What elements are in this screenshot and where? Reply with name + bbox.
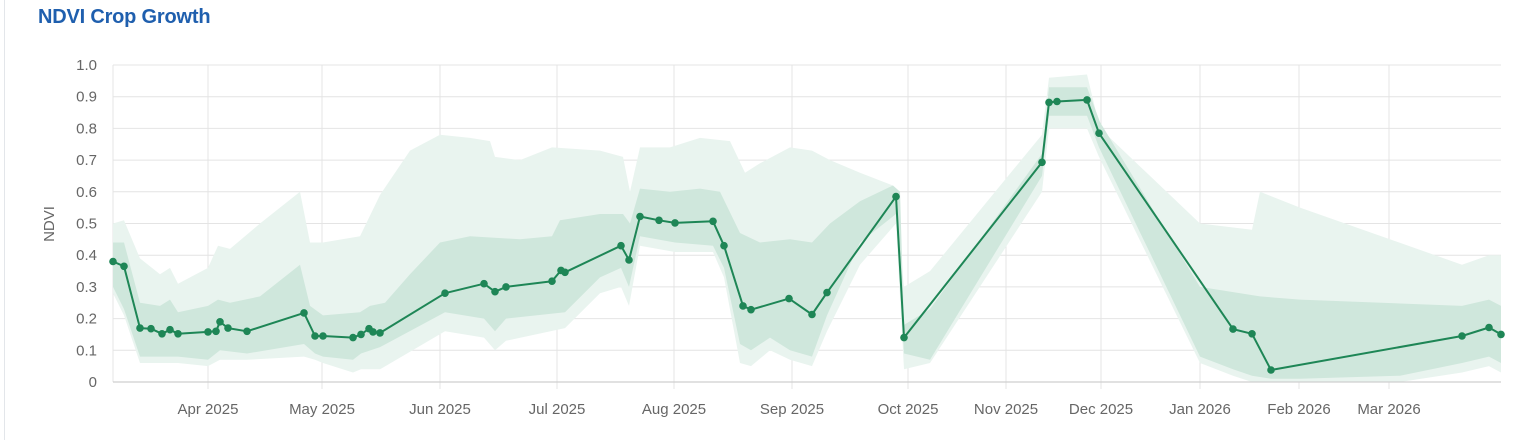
data-point[interactable] (1458, 332, 1466, 340)
data-point[interactable] (216, 318, 224, 326)
data-point[interactable] (349, 333, 357, 342)
confidence-bands (113, 74, 1501, 382)
y-tick-label: 0.5 (76, 216, 97, 233)
data-point[interactable] (136, 324, 144, 332)
data-point[interactable] (808, 310, 816, 319)
data-point[interactable] (1267, 366, 1275, 374)
data-point[interactable] (319, 332, 327, 340)
data-point[interactable] (823, 288, 831, 297)
data-point[interactable] (311, 332, 319, 340)
data-point[interactable] (900, 333, 908, 342)
data-point[interactable] (491, 287, 499, 296)
y-tick-label: 1.0 (76, 57, 97, 74)
x-tick-label: Jan 2026 (1169, 401, 1231, 418)
data-point[interactable] (1497, 330, 1505, 339)
x-tick-label: Apr 2025 (178, 401, 239, 418)
y-tick-label: 0.4 (76, 247, 97, 264)
data-point[interactable] (1045, 98, 1053, 107)
data-point[interactable] (224, 324, 232, 332)
data-point[interactable] (243, 327, 251, 336)
x-tick-label: Dec 2025 (1069, 401, 1133, 418)
data-point[interactable] (502, 283, 510, 291)
data-point[interactable] (376, 329, 384, 337)
y-tick-label: 0.8 (76, 120, 97, 137)
data-point[interactable] (636, 212, 644, 221)
x-tick-label: Mar 2026 (1357, 401, 1420, 418)
y-tick-label: 0.2 (76, 311, 97, 328)
data-point[interactable] (204, 328, 212, 336)
data-point[interactable] (441, 289, 449, 298)
y-tick-label: 0.3 (76, 279, 97, 296)
data-point[interactable] (369, 328, 377, 336)
data-point[interactable] (212, 327, 220, 336)
data-point[interactable] (747, 305, 755, 314)
inner-band (113, 87, 1501, 379)
data-point[interactable] (720, 241, 728, 250)
y-tick-label: 0.9 (76, 89, 97, 106)
data-point[interactable] (561, 268, 569, 277)
data-point[interactable] (300, 309, 308, 317)
axes: 0 0.1 0.2 0.3 0.4 0.5 0.6 0.7 0.8 0.9 1.0 Apr 2025 M… (76, 57, 1501, 418)
data-point[interactable] (1485, 323, 1493, 332)
data-point[interactable] (625, 256, 633, 264)
y-tick-label: 0.7 (76, 152, 97, 169)
data-point[interactable] (548, 277, 556, 286)
x-tick-label: Sep 2025 (760, 401, 824, 418)
data-point[interactable] (120, 262, 128, 271)
x-tick-label: Nov 2025 (974, 401, 1038, 418)
data-point[interactable] (617, 241, 625, 250)
data-point[interactable] (357, 330, 365, 339)
data-point[interactable] (1038, 158, 1046, 167)
x-tick-label: Jul 2025 (529, 401, 586, 418)
data-point[interactable] (739, 302, 747, 310)
data-point[interactable] (480, 279, 488, 288)
y-tick-label: 0.6 (76, 184, 97, 201)
y-tick-label: 0.1 (76, 342, 97, 359)
y-tick-label: 0 (89, 374, 97, 391)
data-point[interactable] (174, 330, 182, 338)
data-point[interactable] (158, 330, 166, 338)
y-axis-label: NDVI (41, 206, 58, 242)
data-point[interactable] (166, 325, 174, 334)
data-point[interactable] (1095, 129, 1103, 137)
x-tick-label: Feb 2026 (1267, 401, 1330, 418)
data-point[interactable] (1229, 325, 1237, 333)
ndvi-series[interactable] (109, 96, 1505, 374)
data-point[interactable] (655, 216, 663, 225)
data-point[interactable] (109, 257, 117, 266)
data-point[interactable] (147, 324, 155, 333)
data-point[interactable] (892, 192, 900, 201)
x-tick-label: Aug 2025 (642, 401, 706, 418)
chart-title: NDVI Crop Growth (38, 6, 211, 28)
x-tick-label: May 2025 (289, 401, 355, 418)
data-point[interactable] (1248, 330, 1256, 338)
x-tick-label: Oct 2025 (878, 401, 939, 418)
data-point[interactable] (1083, 96, 1091, 104)
data-point[interactable] (709, 217, 717, 226)
data-point[interactable] (785, 294, 793, 303)
data-point[interactable] (671, 219, 679, 227)
x-tick-label: Jun 2025 (409, 401, 471, 418)
data-point[interactable] (1053, 97, 1061, 106)
